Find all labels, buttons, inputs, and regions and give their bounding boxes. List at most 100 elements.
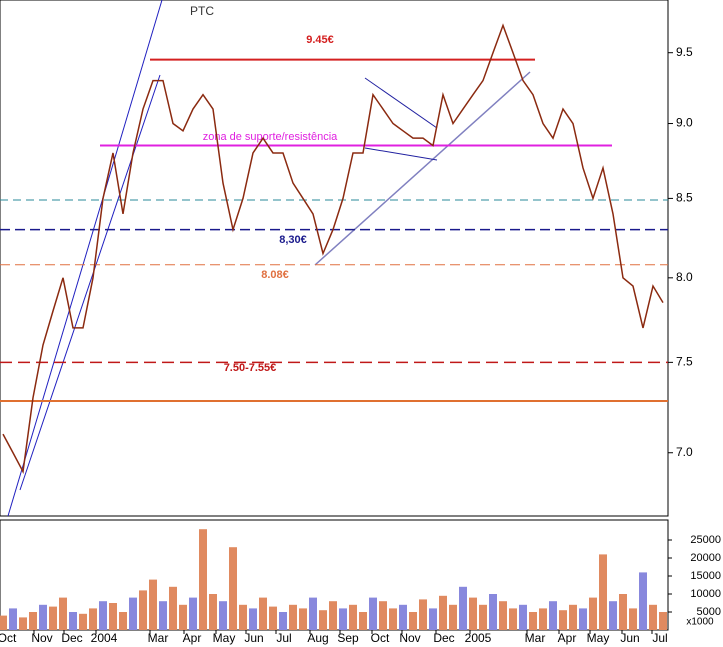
- volume-bar: [389, 608, 397, 630]
- volume-bar: [659, 612, 667, 630]
- channel-line: [7, 0, 163, 517]
- volume-bar: [239, 604, 247, 630]
- volume-bar: [39, 604, 47, 630]
- volume-bar: [109, 603, 117, 630]
- volume-bar: [419, 599, 427, 630]
- level-label: 7.50-7.55€: [224, 362, 277, 374]
- level-label: 9.45€: [306, 34, 334, 46]
- volume-bar: [169, 586, 177, 630]
- volume-bar: [69, 612, 77, 630]
- volume-bar: [299, 608, 307, 630]
- volume-bar: [609, 601, 617, 630]
- volume-bar: [499, 601, 507, 630]
- x-tick-label: Nov: [399, 631, 420, 645]
- y-tick-label: 7.5: [676, 355, 693, 369]
- volume-bar: [519, 604, 527, 630]
- y-tick-label: 8.0: [676, 270, 693, 284]
- volume-bar: [229, 547, 237, 630]
- volume-bar: [439, 595, 447, 630]
- x-tick-label: Jun: [244, 631, 263, 645]
- volume-bar: [199, 529, 207, 630]
- x-tick-label: Oct: [371, 631, 390, 645]
- volume-bar: [49, 606, 57, 630]
- y2-tick-label: 25000: [690, 534, 721, 546]
- price-line: [2, 23, 664, 475]
- volume-bar: [149, 579, 157, 630]
- x-tick-label: Dec: [61, 631, 82, 645]
- volume-bar: [569, 604, 577, 630]
- x-tick-label: Jun: [620, 631, 639, 645]
- volume-bar: [479, 604, 487, 630]
- volume-bar: [279, 612, 287, 630]
- volume-unit: x1000: [686, 617, 714, 628]
- trend-line: [314, 71, 531, 266]
- volume-bar: [589, 597, 597, 630]
- x-tick-label: Apr: [558, 631, 577, 645]
- volume-bar: [539, 608, 547, 630]
- x-tick-label: Nov: [31, 631, 52, 645]
- volume-bar: [139, 590, 147, 630]
- volume-bar: [619, 594, 627, 630]
- x-tick-label: May: [587, 631, 610, 645]
- volume-bar: [549, 601, 557, 630]
- volume-bar: [29, 612, 37, 630]
- wedge-line: [364, 77, 438, 129]
- y2-tick-label: 10000: [690, 588, 721, 600]
- x-tick-label: Mar: [525, 631, 546, 645]
- volume-bar: [449, 604, 457, 630]
- volume-bar: [129, 597, 137, 630]
- volume-bar: [9, 608, 17, 630]
- volume-bar: [329, 601, 337, 630]
- volume-bar: [219, 601, 227, 630]
- volume-bar: [349, 604, 357, 630]
- volume-bar: [379, 601, 387, 630]
- volume-bar: [469, 597, 477, 630]
- volume-bar: [249, 608, 257, 630]
- volume-bar: [289, 604, 297, 630]
- y-tick-label: 9.5: [676, 45, 693, 59]
- volume-bar: [509, 608, 517, 630]
- volume-bar: [359, 612, 367, 630]
- volume-bar: [399, 604, 407, 630]
- y-tick-label: 8.5: [676, 191, 693, 205]
- volume-bar: [459, 586, 467, 630]
- x-tick-label: Apr: [183, 631, 202, 645]
- volume-bar: [179, 604, 187, 630]
- y-tick-label: 7.0: [676, 445, 693, 459]
- volume-bar: [339, 608, 347, 630]
- volume-bar: [59, 597, 67, 630]
- volume-bar: [189, 597, 197, 630]
- volume-bar: [0, 615, 7, 630]
- level-label: 8,30€: [279, 234, 307, 246]
- volume-bar: [629, 608, 637, 630]
- y2-tick-label: 20000: [690, 552, 721, 564]
- volume-bar: [319, 610, 327, 630]
- volume-bar: [429, 608, 437, 630]
- volume-bar: [119, 612, 127, 630]
- x-tick-label: Oct: [0, 631, 17, 645]
- volume-bar: [489, 594, 497, 630]
- channel-line: [19, 74, 161, 491]
- chart-title: PTC: [190, 4, 214, 18]
- y2-tick-label: 5000: [697, 606, 721, 618]
- level-label: 8.08€: [261, 269, 289, 281]
- volume-bar: [369, 597, 377, 630]
- volume-bar: [579, 608, 587, 630]
- volume-bar: [639, 572, 647, 630]
- volume-bar: [99, 601, 107, 630]
- y-tick-label: 9.0: [676, 116, 693, 130]
- wedge-line: [364, 147, 438, 161]
- volume-bar: [89, 608, 97, 630]
- level-label: zona de suporte/resistência: [203, 131, 338, 143]
- volume-bar: [79, 613, 87, 630]
- x-tick-label: Dec: [433, 631, 454, 645]
- x-tick-label: 2004: [91, 631, 118, 645]
- x-tick-label: Jul: [276, 631, 291, 645]
- volume-bar: [409, 612, 417, 630]
- x-tick-label: Mar: [148, 631, 169, 645]
- volume-bar: [19, 617, 27, 630]
- volume-bar: [209, 594, 217, 630]
- x-tick-label: May: [213, 631, 236, 645]
- volume-bar: [529, 612, 537, 630]
